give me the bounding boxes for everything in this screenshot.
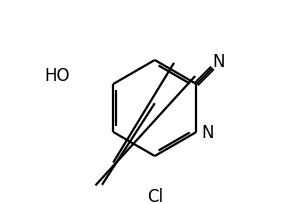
Text: Cl: Cl bbox=[147, 188, 163, 204]
Text: N: N bbox=[202, 124, 214, 142]
Text: HO: HO bbox=[45, 67, 70, 85]
Text: N: N bbox=[212, 53, 225, 71]
